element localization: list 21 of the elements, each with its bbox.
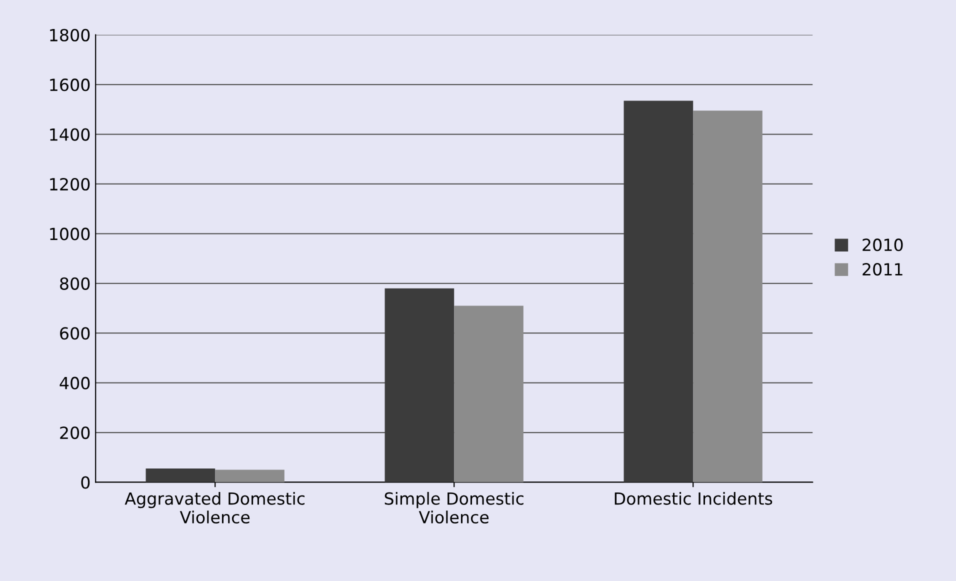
y-tick-label: 1800 (50, 28, 90, 42)
y-tick-label: 1600 (50, 78, 90, 92)
x-tick-label: Domestic Incidents (614, 492, 772, 505)
y-tick-label: 0 (81, 476, 90, 489)
bar (454, 306, 524, 482)
legend-label: 2010 (862, 238, 903, 252)
x-tick-label: Simple Domestic Violence (384, 492, 524, 524)
x-tick-label: Aggravated Domestic Violence (124, 492, 305, 524)
legend-label: 2011 (862, 263, 902, 276)
y-tick-label: 600 (60, 327, 90, 340)
y-tick-label: 1400 (50, 128, 90, 141)
bar (146, 468, 216, 482)
y-tick-label: 800 (60, 277, 90, 290)
bar (384, 288, 454, 482)
y-tick-label: 400 (60, 376, 90, 390)
bar (693, 110, 762, 482)
bar (624, 100, 694, 482)
y-tick-label: 1200 (50, 178, 90, 191)
bar (215, 470, 284, 482)
y-tick-label: 1000 (50, 228, 90, 240)
y-tick-label: 200 (60, 426, 90, 440)
